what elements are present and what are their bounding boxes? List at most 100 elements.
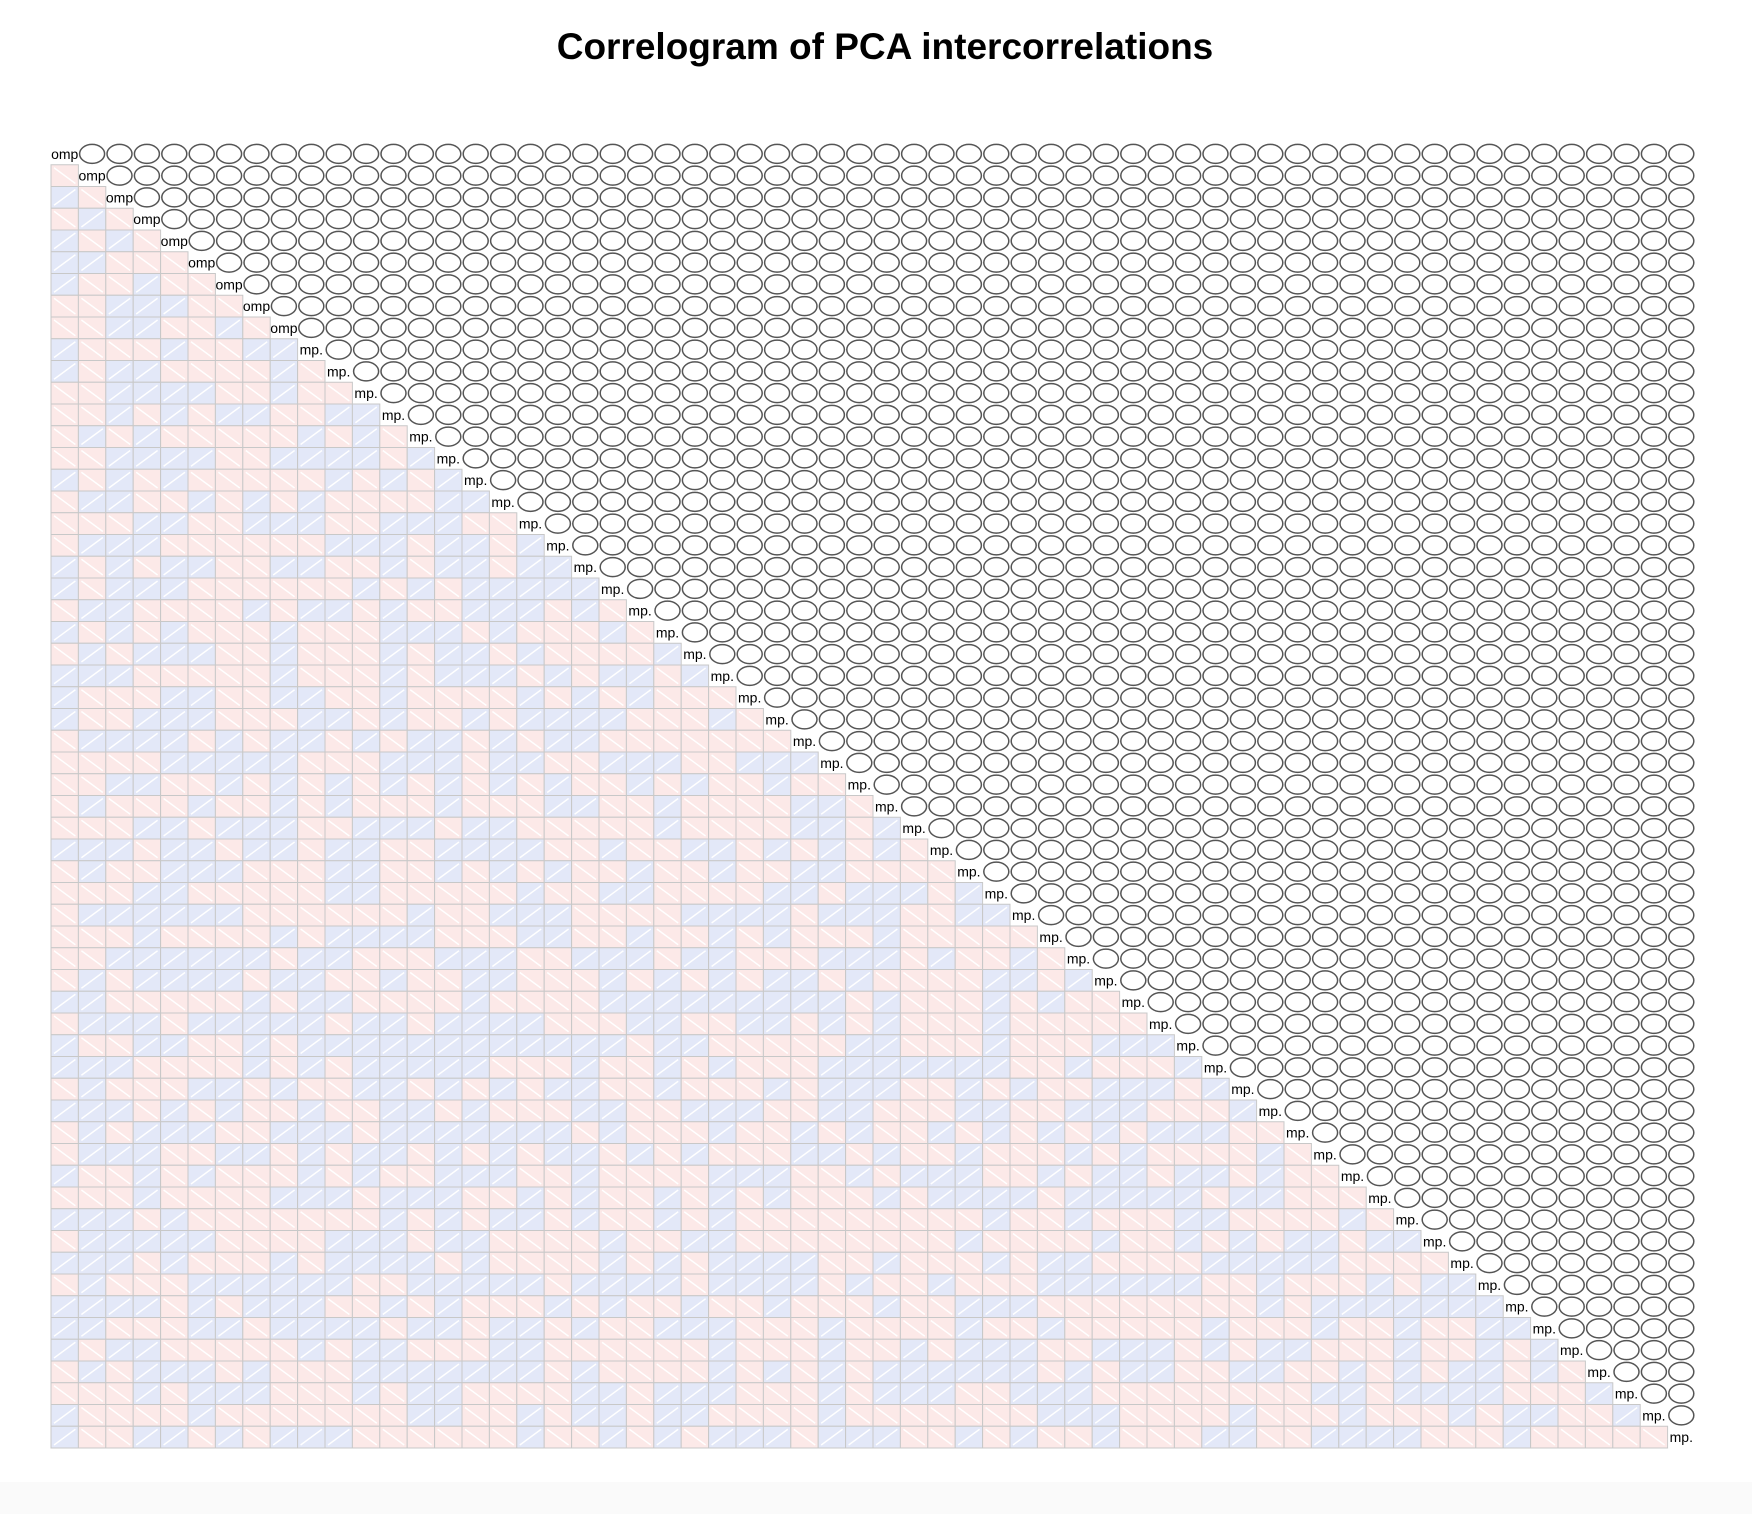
ellipse-mark [188,143,215,165]
ellipse-mark [1503,643,1531,665]
ellipse-mark [626,339,654,360]
shade-stripe [930,863,953,881]
ellipse-mark [1640,709,1668,730]
ellipse-mark [1640,665,1668,687]
ellipse-mark [626,165,654,186]
ellipse-mark [1366,1144,1394,1165]
ellipse-mark [1092,926,1120,948]
ellipse-mark [1202,165,1229,186]
ellipse-mark [1448,382,1476,404]
ellipse-mark [900,165,928,186]
shade-stripe [272,754,296,772]
ellipse-mark [1257,556,1284,578]
ellipse-mark [1065,687,1092,708]
shade-stripe [245,602,268,620]
shade-stripe [272,406,296,424]
ellipse-mark [517,339,544,360]
ellipse-mark [1421,274,1448,295]
ellipse-mark [1613,1252,1640,1274]
ellipse-mark [709,143,736,165]
ellipse-mark [380,252,407,273]
ellipse-mark [1065,709,1092,730]
ellipse-mark [572,426,599,447]
ellipse-mark [1585,709,1613,730]
ellipse-mark [928,578,955,600]
ellipse-mark [626,295,654,317]
ellipse-mark [407,295,435,317]
ellipse-mark [1257,274,1284,295]
ellipse-mark [791,404,818,426]
ellipse-mark [1339,1013,1366,1035]
ellipse-mark [544,448,572,469]
shade-stripe [163,754,186,772]
ellipse-mark [626,361,654,382]
ellipse-mark [1668,274,1695,295]
shade-stripe [382,536,405,554]
ellipse-mark [1311,491,1339,513]
ellipse-mark [1339,796,1366,817]
ellipse-mark [1421,948,1448,969]
ellipse-mark [900,556,928,578]
shade-stripe [546,580,570,598]
shade-stripe [108,819,131,837]
ellipse-mark [1257,295,1284,317]
ellipse-mark [1640,1144,1668,1165]
ellipse-mark [1065,556,1092,578]
ellipse-mark [1640,600,1668,621]
ellipse-mark [955,143,983,165]
shade-stripe [80,471,104,489]
ellipse-mark [1284,861,1311,882]
ellipse-mark [1257,469,1284,491]
ellipse-mark [873,556,900,578]
shade-stripe [272,645,296,663]
ellipse-mark [626,469,654,491]
ellipse-mark [1585,339,1613,360]
ellipse-mark [1010,796,1037,817]
shade-stripe [382,580,405,598]
ellipse-mark [1202,317,1229,339]
ellipse-mark [1010,382,1037,404]
shade-stripe [80,449,104,467]
ellipse-mark [928,752,955,774]
ellipse-mark [1339,1144,1366,1165]
diagonal-label: mp. [1176,1038,1199,1054]
ellipse-mark [1421,252,1448,273]
ellipse-mark [1640,404,1668,426]
shade-stripe [245,797,268,815]
shade-stripe [217,710,241,728]
shade-stripe [793,754,816,772]
shade-stripe [300,841,323,859]
ellipse-mark [626,404,654,426]
ellipse-mark [1202,252,1229,273]
ellipse-mark [1147,991,1174,1013]
shade-stripe [135,645,159,663]
ellipse-mark [1311,970,1339,991]
ellipse-mark [1531,274,1558,295]
ellipse-mark [270,230,298,252]
chart-title: Correlogram of PCA intercorrelations [556,26,1214,67]
ellipse-mark [517,252,544,273]
ellipse-mark [1448,513,1476,534]
ellipse-mark [1448,535,1476,556]
ellipse-mark [1503,991,1531,1013]
shade-stripe [300,884,323,902]
ellipse-mark [1147,752,1174,774]
ellipse-mark [1503,1035,1531,1056]
ellipse-mark [1065,774,1092,795]
ellipse-mark [791,578,818,600]
shade-stripe [80,558,104,576]
ellipse-mark [380,187,407,208]
ellipse-mark [1202,904,1229,926]
ellipse-mark [736,491,763,513]
ellipse-mark [435,404,462,426]
shade-stripe [163,841,186,859]
ellipse-mark [873,491,900,513]
ellipse-mark [1476,448,1503,469]
shade-stripe [711,863,734,881]
ellipse-mark [1448,665,1476,687]
shade-stripe [738,863,761,881]
ellipse-mark [1448,643,1476,665]
ellipse-mark [955,600,983,621]
shade-stripe [327,406,350,424]
ellipse-mark [1503,883,1531,904]
